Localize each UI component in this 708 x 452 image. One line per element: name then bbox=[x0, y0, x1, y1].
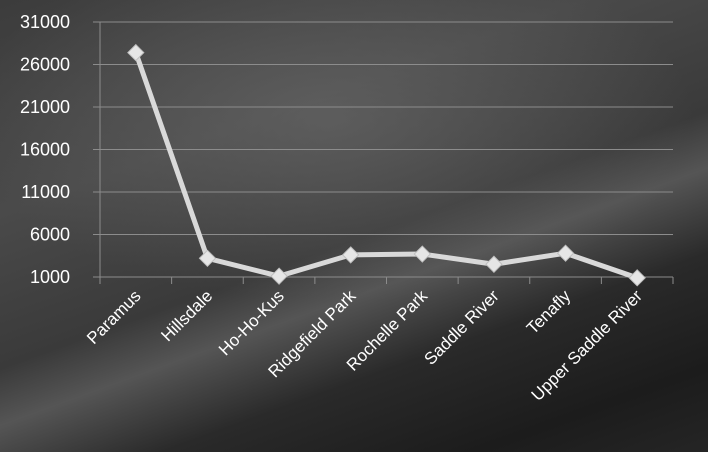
x-tick-label: Paramus bbox=[83, 286, 145, 348]
x-tick-label: Ho-Ho-Kus bbox=[215, 286, 288, 359]
y-tick-label: 11000 bbox=[21, 182, 70, 202]
data-point-marker bbox=[341, 246, 360, 264]
data-point-marker bbox=[485, 255, 503, 273]
series bbox=[127, 43, 646, 287]
data-point-marker bbox=[628, 269, 646, 287]
x-tick-label: Hillsdale bbox=[157, 286, 216, 345]
data-point-marker bbox=[198, 249, 217, 268]
x-tick-label: Tenafly bbox=[523, 286, 575, 338]
y-tick-label: 6000 bbox=[30, 225, 70, 245]
data-point-marker bbox=[413, 245, 432, 263]
y-tick-label: 1000 bbox=[30, 267, 70, 287]
data-point-marker bbox=[270, 267, 288, 285]
y-tick-label: 31000 bbox=[20, 12, 70, 32]
data-point-marker bbox=[556, 244, 575, 262]
axes bbox=[99, 22, 674, 284]
y-tick-labels: 1000 6000 11000 16000 21000 26000 31000 bbox=[20, 12, 70, 287]
y-tick-label: 21000 bbox=[20, 97, 70, 117]
data-point-marker bbox=[127, 43, 145, 62]
series-line bbox=[133, 50, 640, 281]
x-tick-label: Saddle River bbox=[421, 286, 503, 368]
y-tick-label: 16000 bbox=[20, 140, 70, 160]
gridlines bbox=[93, 21, 673, 278]
y-tick-label: 26000 bbox=[20, 55, 70, 75]
